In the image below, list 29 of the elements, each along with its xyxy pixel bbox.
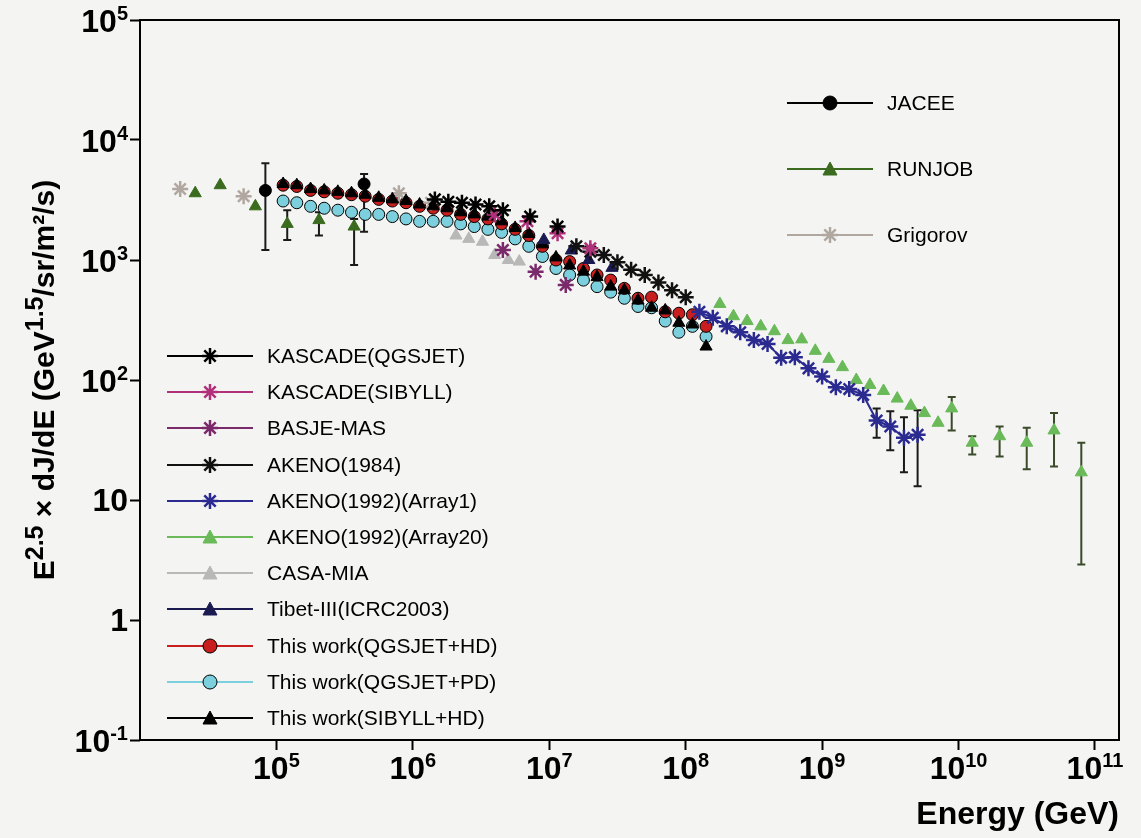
y-tick-label: 10$^{2}$ <box>81 362 128 399</box>
legend-label: This work(QGSJET+PD) <box>267 669 497 694</box>
x-tick-label: 10$^{8}$ <box>662 749 710 786</box>
legend-label: KASCADE(SIBYLL) <box>267 380 453 405</box>
legend-label: AKENO(1992)(Array20) <box>267 525 489 550</box>
legend-label: This work(SIBYLL+HD) <box>267 705 485 730</box>
legend-label: BASJE-MAS <box>267 416 387 441</box>
legend-label: AKENO(1984) <box>267 452 402 477</box>
x-tick-label: 10$^{11}$ <box>1066 749 1124 786</box>
legend-label: KASCADE(QGSJET) <box>267 344 466 369</box>
y-tick-label: 10$^{3}$ <box>81 242 128 279</box>
x-tick-label: 10$^{6}$ <box>389 749 437 786</box>
x-axis-title: Energy (GeV) <box>916 794 1119 831</box>
legend-label: RUNJOB <box>887 157 974 181</box>
x-tick-label: 10$^{9}$ <box>798 749 846 786</box>
legend-label: JACEE <box>887 91 955 115</box>
legend-label: Grigorov <box>887 223 968 247</box>
y-tick-label: 10$^{5}$ <box>81 2 128 39</box>
y-tick-label: 10$^{-1}$ <box>74 722 128 759</box>
legend-label: Tibet-III(ICRC2003) <box>267 597 450 622</box>
y-tick-label: 10 <box>92 482 128 518</box>
legend-label: This work(QGSJET+HD) <box>267 633 498 658</box>
y-tick-label: 1 <box>110 602 128 638</box>
x-tick-label: 10$^{10}$ <box>929 749 988 786</box>
x-tick-label: 10$^{5}$ <box>253 749 300 786</box>
legend-label: AKENO(1992)(Array1) <box>267 488 478 513</box>
x-tick-label: 10$^{7}$ <box>525 749 573 786</box>
y-tick-label: 10$^{4}$ <box>81 122 128 159</box>
legend-label: CASA-MIA <box>267 561 369 586</box>
